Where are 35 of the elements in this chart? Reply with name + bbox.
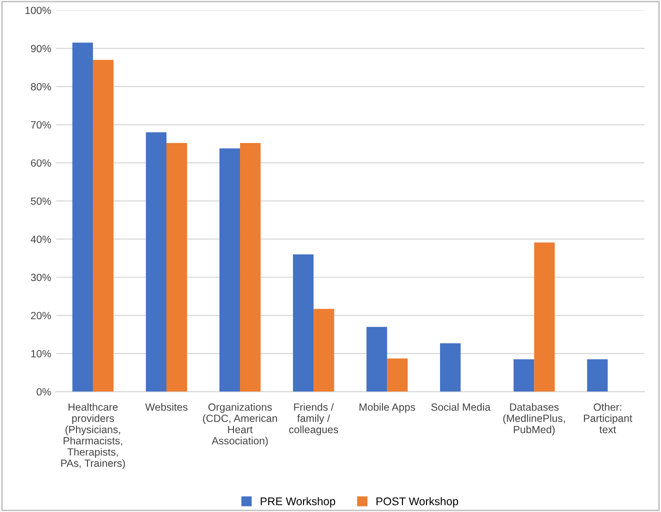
bar	[219, 148, 240, 392]
bar	[72, 42, 93, 392]
bar	[166, 142, 188, 392]
y-tick-label: 90%	[30, 44, 51, 52]
y-tick-label: 0%	[36, 388, 51, 396]
y-tick-label: 10%	[31, 350, 51, 358]
y-tick-label: 80%	[30, 83, 51, 90]
x-tick-label: Social Media	[431, 403, 490, 411]
y-tick-label: 70%	[31, 121, 51, 129]
y-tick-label: 100%	[25, 6, 51, 14]
bar	[366, 326, 388, 392]
legend-label: POST Workshop	[376, 497, 458, 508]
y-tick-label: 20%	[31, 312, 51, 320]
bar	[146, 132, 166, 392]
bar	[534, 242, 555, 392]
bar	[92, 60, 114, 392]
x-tick-label: Mobile Apps	[360, 403, 416, 413]
bar	[440, 343, 461, 392]
y-tick-label: 60%	[31, 159, 51, 167]
bar	[514, 359, 534, 392]
x-tick-label: Websites	[145, 403, 188, 411]
bar	[240, 142, 261, 392]
x-tick-label: Other: Participant text	[584, 403, 632, 434]
y-tick-label: 50%	[30, 197, 51, 205]
x-tick-label: Healthcare providers (Physicians, Pharmacists, Therapists, PAs, Trainers)	[61, 403, 125, 469]
bar	[587, 359, 608, 392]
x-tick-label: Friends / family / colleagues	[289, 403, 338, 436]
x-tick-label: Databases (MedlinePlus, PubMed)	[503, 403, 565, 436]
y-tick-label: 30%	[30, 274, 51, 282]
bar	[292, 254, 314, 392]
bar	[314, 308, 334, 392]
y-tick-label: 40%	[30, 236, 51, 243]
bar	[387, 358, 408, 392]
legend-label: PRE Workshop	[260, 497, 336, 508]
x-tick-label: Organizations (CDC, American Heart Association)	[203, 403, 277, 446]
